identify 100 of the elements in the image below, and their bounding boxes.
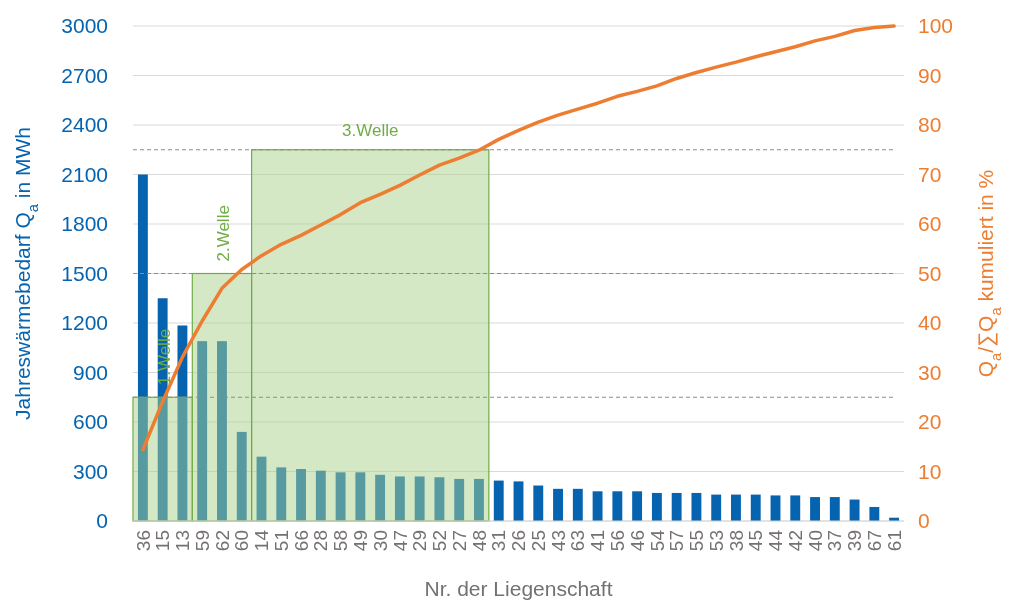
x-tick-label: 58 [330,530,352,552]
x-tick-label: 61 [883,530,905,552]
bar [750,494,761,521]
bar [829,497,840,521]
x-tick-label: 31 [488,530,510,552]
y2-tick-label: 80 [918,113,942,137]
x-tick-label: 45 [745,530,767,552]
bar [137,174,148,521]
bar [434,477,445,521]
x-tick-label: 42 [784,530,806,552]
line-series [141,24,896,452]
y2-tick-label: 90 [918,63,942,87]
bar [177,325,188,521]
bar [592,491,603,521]
x-tick-label: 55 [686,530,708,552]
bar [553,488,563,521]
bar [671,492,682,521]
bar [810,497,820,521]
x-tick-label: 39 [844,530,866,552]
bar [711,494,722,521]
bar [236,431,247,521]
x-tick-label: 51 [270,530,292,552]
bar [572,488,583,521]
bar [612,491,623,521]
x-tick-label: 15 [152,530,174,552]
x-tick-label: 62 [211,530,233,552]
bar [414,476,425,521]
y-tick-label: 3000 [61,14,108,38]
x-tick-label: 43 [547,530,569,552]
bar [691,492,702,521]
bar [533,485,544,521]
bar [731,494,741,521]
y2-tick-label: 60 [918,212,942,236]
bar [276,467,287,521]
x-tick-label: 67 [864,530,885,552]
x-tick-label: 52 [429,530,451,552]
y-tick-label: 300 [72,459,108,483]
y-tick-label: 2700 [61,63,108,87]
y-tick-label: 1500 [61,261,108,285]
x-tick-label: 56 [607,530,628,552]
bar [217,341,227,521]
y-tick-label: 0 [96,509,108,533]
x-tick-label: 27 [448,530,470,552]
bar [513,481,524,521]
x-tick-label: 13 [172,530,194,552]
y2-tick-label: 30 [918,360,942,384]
x-tick-label: 38 [725,530,747,552]
y-tick-label: 1800 [61,212,108,236]
x-axis-title: Nr. der Liegenschaft [424,577,613,600]
y2-tick-label: 10 [918,459,942,483]
bar [493,480,504,521]
band-label: 2.Welle [213,205,233,262]
x-tick-label: 48 [468,530,490,552]
bar [474,478,484,521]
y2-tick-label: 40 [918,311,942,335]
bar [375,474,386,521]
bar [197,341,208,521]
bar [632,491,643,521]
x-tick-label: 54 [646,529,668,552]
band-label: 1.Welle [154,328,174,386]
x-tick-label: 44 [765,529,787,552]
bar [394,476,405,521]
y-tick-label: 2100 [61,162,108,186]
x-tick-label: 14 [251,529,273,552]
x-tick-label: 40 [804,530,826,552]
bar [651,492,662,521]
y2-tick-label: 100 [918,14,954,38]
x-tick-label: 59 [191,530,213,552]
x-tick-label: 30 [369,530,391,552]
x-tick-label: 63 [567,530,589,552]
x-tick-label: 53 [705,530,727,552]
x-tick-label: 28 [310,530,332,552]
y-tick-label: 2400 [61,113,108,137]
y-tick-label: 1200 [61,311,108,335]
bar [790,495,801,521]
x-tick-label: 57 [666,530,688,552]
x-tick-label: 36 [132,530,154,552]
y2-tick-label: 0 [918,509,930,533]
band-label: 3.Welle [342,120,399,140]
x-tick-label: 66 [290,530,312,552]
bar [355,472,366,521]
y2-tick-label: 50 [918,261,942,285]
x-tick-label: 47 [389,530,411,552]
y2-tick-label: 70 [918,162,942,186]
x-tick-label: 37 [824,530,846,552]
x-tick-label: 29 [409,530,431,552]
bar [315,470,326,521]
x-tick-label: 26 [508,530,530,552]
x-tick-label: 60 [231,530,253,552]
bar [869,506,880,521]
y-tick-label: 900 [72,360,108,384]
bar [335,472,346,521]
bar [296,469,306,521]
x-tick-label: 41 [587,530,609,552]
x-tick-label: 46 [626,530,648,552]
y-tick-label: 600 [72,410,108,434]
y2-tick-label: 20 [918,410,942,434]
bar [849,499,860,521]
x-tick-label: 49 [350,530,371,552]
bar [454,478,465,521]
